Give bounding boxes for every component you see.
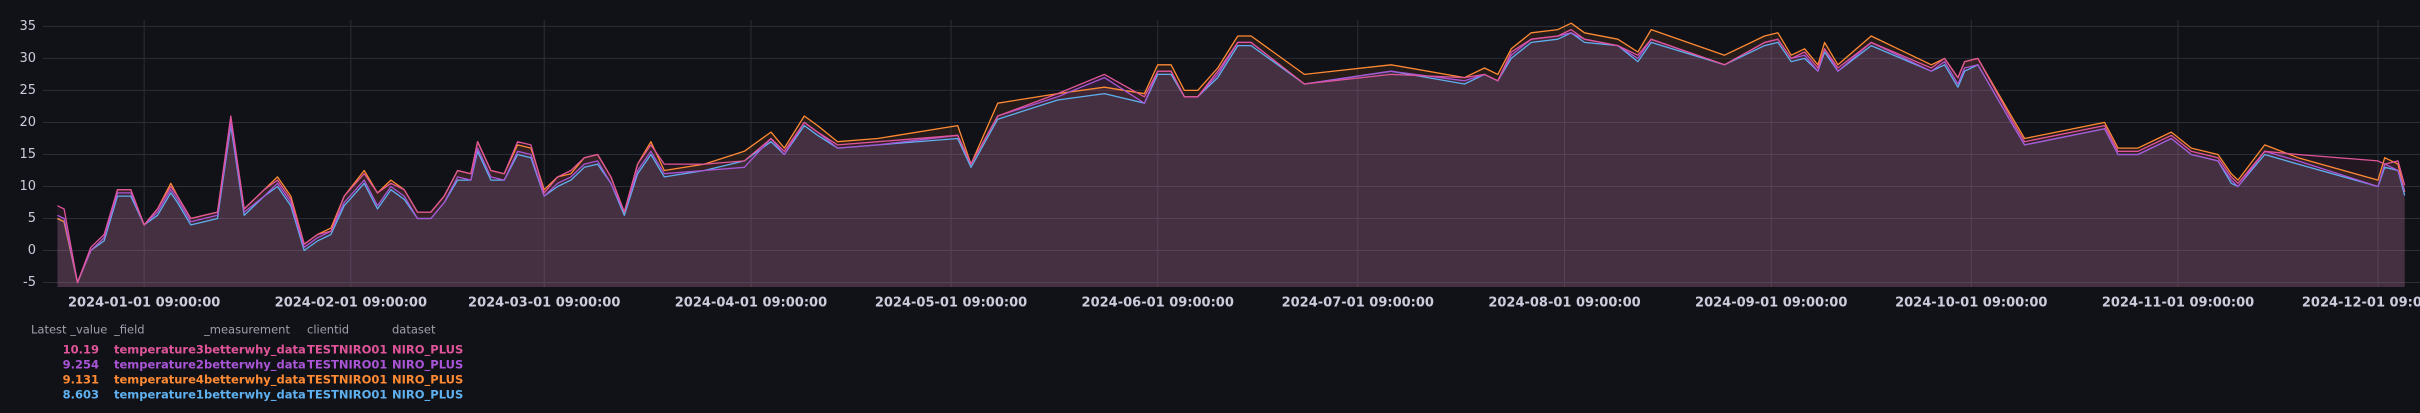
series-area	[57, 32, 2405, 287]
series-area	[57, 32, 2405, 287]
legend-header: Latest _value	[31, 323, 107, 337]
legend-clientid: TESTNIRO01	[307, 388, 387, 402]
x-tick-label: 2024-07-01 09:00:00	[1282, 296, 1434, 311]
x-tick-label: 2024-02-01 09:00:00	[275, 296, 427, 311]
legend-dataset: NIRO_PLUS	[392, 373, 463, 388]
legend-dataset: NIRO_PLUS	[392, 388, 463, 403]
x-tick-label: 2024-03-01 09:00:00	[468, 296, 620, 311]
x-tick-label: 2024-08-01 09:00:00	[1488, 296, 1640, 311]
x-tick-label: 2024-09-01 09:00:00	[1695, 296, 1847, 311]
legend-dataset: NIRO_PLUS	[392, 343, 463, 358]
legend-clientid: TESTNIRO01	[307, 373, 387, 387]
legend-clientid: TESTNIRO01	[307, 343, 387, 357]
series-area	[57, 23, 2405, 287]
legend-latest-value: 8.603	[63, 388, 99, 402]
y-tick-label: 25	[19, 83, 36, 98]
x-tick-label: 2024-04-01 09:00:00	[675, 296, 827, 311]
legend-measurement: betterwhy_data	[204, 343, 306, 358]
legend-field: temperature2	[114, 358, 204, 372]
x-tick-label: 2024-01-01 09:00:00	[68, 296, 220, 311]
y-tick-label: -5	[23, 275, 36, 290]
legend-measurement: betterwhy_data	[204, 358, 306, 373]
y-tick-label: 0	[28, 243, 36, 258]
legend-dataset: NIRO_PLUS	[392, 358, 463, 373]
series-area	[57, 29, 2405, 287]
x-tick-label: 2024-12-01 09:00:00	[2302, 296, 2420, 311]
legend-measurement: betterwhy_data	[204, 373, 306, 388]
legend-field: temperature1	[114, 388, 204, 402]
series-line	[57, 28, 2406, 284]
legend-field: temperature4	[114, 373, 204, 387]
y-tick-label: 20	[19, 115, 36, 130]
y-tick-label: 5	[28, 211, 36, 226]
y-tick-label: 15	[19, 147, 36, 162]
legend-latest-value: 10.19	[63, 343, 99, 357]
y-tick-label: 10	[19, 179, 36, 194]
legend-field: temperature3	[114, 343, 204, 357]
x-tick-label: 2024-06-01 09:00:00	[1082, 296, 1234, 311]
x-tick-label: 2024-05-01 09:00:00	[875, 296, 1027, 311]
legend-header: dataset	[392, 323, 436, 337]
legend-header: clientid	[307, 323, 349, 337]
x-tick-label: 2024-10-01 09:00:00	[1895, 296, 2047, 311]
legend-clientid: TESTNIRO01	[307, 358, 387, 372]
legend-latest-value: 9.254	[63, 358, 99, 372]
x-tick-label: 2024-11-01 09:00:00	[2102, 296, 2254, 311]
legend-latest-value: 9.131	[63, 373, 99, 387]
legend-header: _field	[113, 323, 145, 337]
y-tick-label: 30	[19, 51, 36, 66]
legend-measurement: betterwhy_data	[204, 388, 306, 403]
y-tick-label: 35	[19, 19, 36, 34]
legend-header: _measurement	[203, 323, 290, 337]
series-line	[57, 32, 2406, 284]
